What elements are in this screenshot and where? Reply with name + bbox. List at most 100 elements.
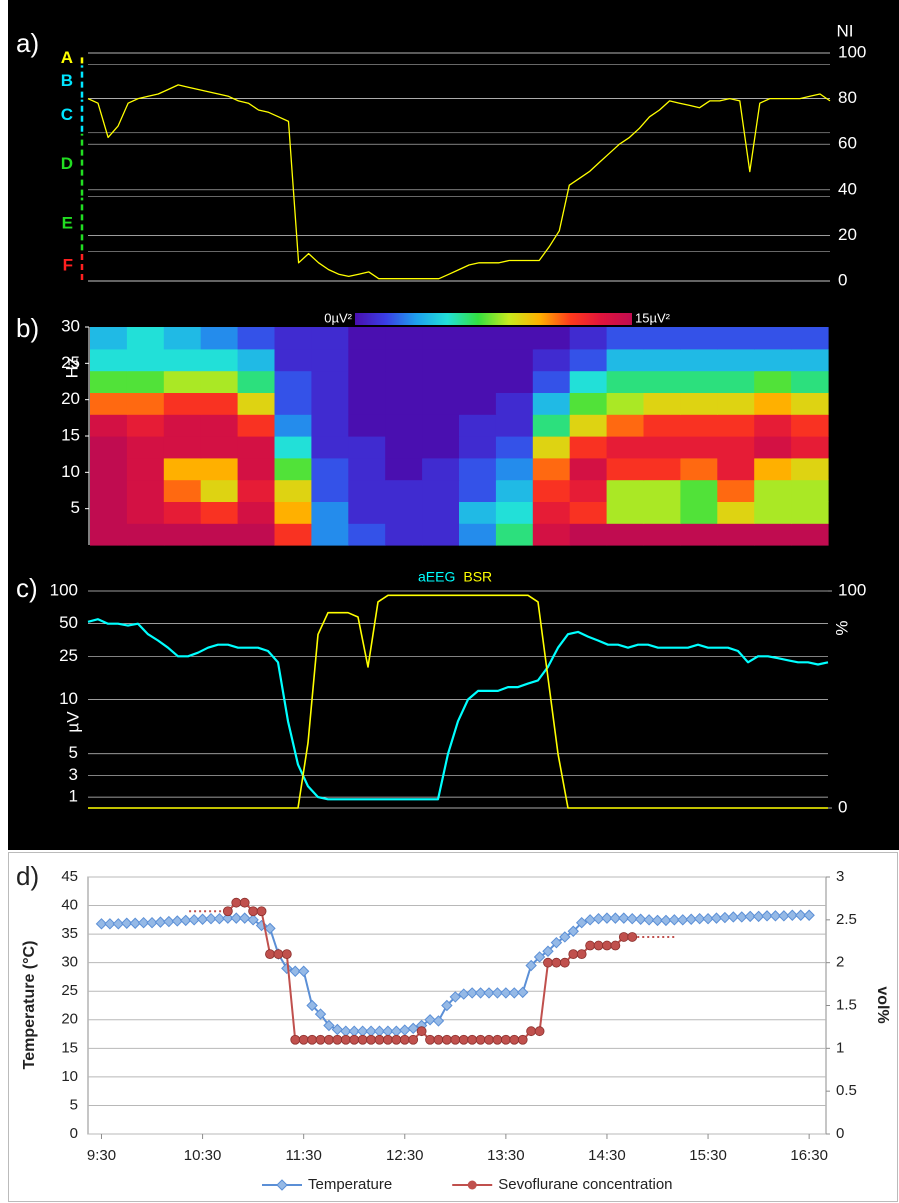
heatmap-cell	[459, 370, 497, 393]
point-marker	[559, 931, 571, 943]
point-marker	[500, 987, 512, 999]
point-marker	[264, 922, 276, 935]
y-tick-label: 25	[61, 982, 78, 999]
y-tick-label: 0	[838, 270, 847, 289]
point-marker	[357, 1034, 368, 1045]
point-marker	[331, 1023, 344, 1036]
heatmap-cell	[643, 457, 681, 481]
x-tick-label: 16:30	[790, 1147, 828, 1164]
point-marker	[188, 914, 200, 926]
heatmap-cell	[274, 523, 312, 546]
point-marker	[736, 911, 748, 923]
point-marker	[466, 987, 478, 999]
stage-label: E	[62, 213, 73, 232]
series-line	[87, 618, 829, 801]
heatmap-cell	[791, 501, 829, 524]
heatmap-cell	[163, 392, 202, 415]
point-marker	[542, 945, 554, 957]
y-tick-label: 30	[61, 954, 78, 971]
heatmap-cell	[274, 501, 312, 524]
point-marker	[449, 991, 462, 1003]
heatmap-cell	[606, 348, 645, 372]
point-marker	[677, 914, 689, 926]
heatmap-cell	[200, 457, 239, 481]
heatmap-cell	[163, 348, 202, 372]
heatmap-cell	[791, 479, 829, 502]
heatmap-cell	[237, 327, 276, 350]
heatmap-cell	[495, 348, 534, 372]
point-marker	[526, 1026, 537, 1037]
heatmap-cell	[274, 436, 312, 459]
point-marker	[104, 918, 116, 930]
y-tick-label: 80	[838, 88, 857, 107]
heatmap-cell	[385, 501, 423, 524]
point-marker	[171, 915, 184, 927]
heatmap-cell	[200, 348, 239, 372]
heatmap-cell	[754, 436, 792, 459]
x-tick-label: 14:30	[588, 1147, 626, 1164]
point-marker	[349, 1034, 360, 1045]
heatmap-cell	[385, 348, 423, 372]
series-line	[87, 84, 831, 280]
heatmap-cell	[126, 392, 165, 415]
point-marker	[534, 1026, 545, 1037]
heatmap-cell	[791, 370, 829, 393]
heatmap-cell	[569, 392, 608, 415]
y-tick-label: 10	[61, 462, 80, 481]
point-marker	[307, 1034, 317, 1045]
heatmap-cell	[237, 436, 276, 459]
heatmap-cell	[495, 457, 534, 481]
y2-tick-label: 2.5	[836, 911, 857, 928]
point-marker	[702, 912, 714, 925]
heatmap-cell	[532, 436, 571, 459]
heatmap-cell	[237, 414, 276, 437]
point-marker	[298, 1034, 309, 1045]
point-marker	[559, 957, 570, 968]
point-marker	[290, 1034, 301, 1045]
heatmap-cell	[569, 370, 608, 393]
heatmap-cell	[385, 392, 423, 415]
heatmap-cell	[791, 436, 829, 459]
heatmap-cell	[348, 523, 386, 546]
heatmap-cell	[459, 457, 497, 481]
point-marker	[399, 1034, 410, 1045]
point-marker	[129, 917, 141, 929]
heatmap-cell	[459, 436, 497, 459]
heatmap-cell	[126, 479, 165, 502]
point-marker	[247, 914, 259, 926]
heatmap-cell	[680, 479, 718, 502]
heatmap-cell	[422, 436, 460, 459]
y2-tick-label: 1.5	[836, 996, 857, 1013]
point-marker	[374, 1034, 385, 1045]
heatmap-cell	[311, 457, 349, 481]
point-marker	[543, 957, 553, 968]
point-marker	[458, 1034, 469, 1045]
heatmap-cell	[459, 501, 497, 524]
point-marker	[567, 925, 579, 937]
heatmap-cell	[569, 436, 608, 459]
heatmap-cell	[200, 370, 239, 393]
point-marker	[441, 1034, 452, 1045]
point-marker	[222, 906, 233, 917]
heatmap-cell	[643, 523, 681, 546]
stage-label: F	[63, 256, 73, 275]
y-axis-label: Temperature (°C)	[21, 941, 38, 1070]
heatmap-cell	[459, 523, 497, 546]
heatmap-cell	[90, 392, 128, 415]
point-marker	[95, 918, 108, 930]
heatmap-cell	[237, 370, 276, 393]
point-marker	[484, 1034, 494, 1045]
heatmap-cell	[237, 501, 276, 524]
heatmap-cell	[643, 414, 681, 437]
heatmap-cell	[606, 327, 645, 350]
heatmap-cell	[717, 457, 755, 481]
heatmap-cell	[569, 348, 608, 372]
heatmap-cell	[348, 370, 386, 393]
heatmap-cell	[422, 348, 460, 372]
y-axis-label: µV	[63, 711, 82, 733]
heatmap-cell	[495, 327, 534, 350]
point-marker	[592, 912, 605, 925]
point-marker	[509, 1034, 520, 1045]
heatmap-cell	[717, 414, 755, 437]
y-tick-label: 45	[61, 868, 78, 885]
